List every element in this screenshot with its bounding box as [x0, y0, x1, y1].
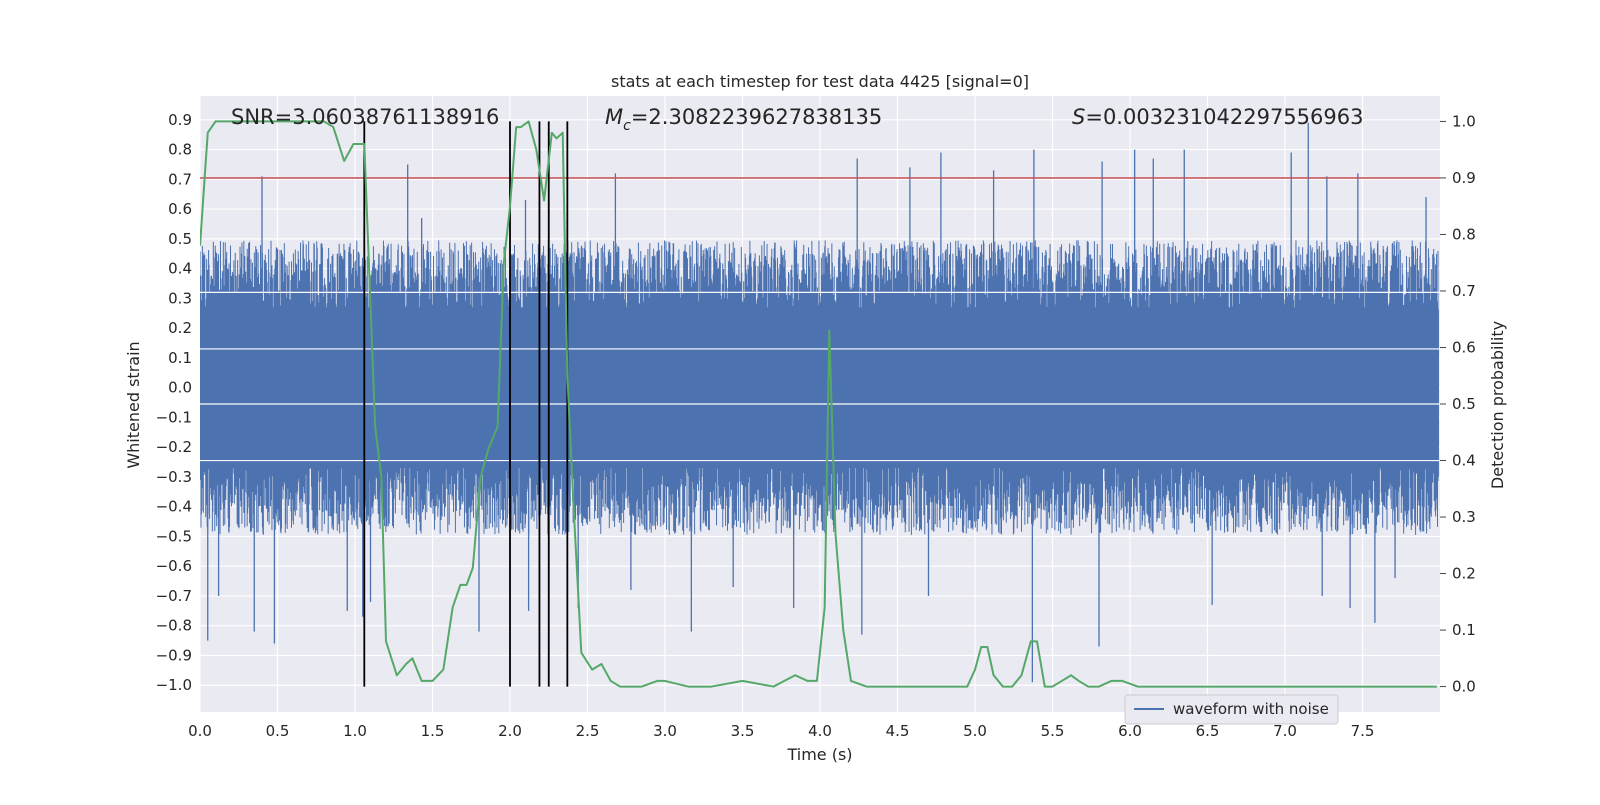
x-axis-label: Time (s)	[786, 745, 852, 764]
x-tick-label: 5.5	[1041, 722, 1065, 740]
y-right-tick-label: 0.3	[1452, 508, 1476, 526]
y-left-tick-label: 0.9	[168, 111, 192, 129]
s-annotation: S=0.003231042297556963	[1072, 105, 1363, 129]
y-right-tick-label: 0.4	[1452, 452, 1476, 470]
y-left-tick-label: 0.2	[168, 319, 192, 337]
waveform-core-band	[200, 307, 1439, 468]
x-tick-label: 0.5	[266, 722, 290, 740]
detection-probability-series	[200, 120, 1437, 688]
x-tick-label: 4.0	[808, 722, 832, 740]
y-left-tick-label: −0.4	[156, 498, 192, 516]
y-left-tick-label: 0.8	[168, 141, 192, 159]
y-left-tick-label: −0.6	[156, 557, 192, 575]
x-tick-label: 2.0	[498, 722, 522, 740]
y-left-tick-label: 0.5	[168, 230, 192, 248]
legend: waveform with noise	[1124, 694, 1339, 725]
y-right-tick-label: 0.5	[1452, 395, 1476, 413]
chart-title: stats at each timestep for test data 442…	[611, 72, 1029, 91]
x-tick-label: 2.5	[576, 722, 600, 740]
y-right-tick-label: 0.0	[1452, 678, 1476, 696]
y-left-tick-label: 0.4	[168, 260, 192, 278]
y-right-tick-label: 0.9	[1452, 169, 1476, 187]
y-right-tick-label: 0.7	[1452, 282, 1476, 300]
y-right-tick-label: 0.8	[1452, 225, 1476, 243]
y-left-tick-label: 0.3	[168, 289, 192, 307]
y-right-axis-ticks: 1.0 0.9 0.8 0.7 0.6 0.5 0.4 0.3 0.2 0.1 0.0	[1440, 112, 1476, 696]
x-tick-label: 3.0	[653, 722, 677, 740]
y-right-axis-label: Detection probability	[1488, 321, 1507, 489]
y-left-tick-label: −0.5	[156, 527, 192, 545]
x-tick-label: 0.0	[188, 722, 212, 740]
chirp-mass-value: =2.3082239627838135	[631, 105, 882, 129]
y-left-axis-label: Whitened strain	[124, 341, 143, 468]
chirp-mass-subscript: c	[623, 118, 631, 134]
y-left-tick-label: −0.9	[156, 646, 192, 664]
trigger-lines	[363, 121, 569, 687]
x-tick-label: 7.5	[1351, 722, 1375, 740]
snr-annotation: SNR=3.06038761138916	[231, 105, 499, 129]
y-left-tick-label: 0.1	[168, 349, 192, 367]
x-tick-label: 6.5	[1196, 722, 1220, 740]
y-right-tick-label: 0.1	[1452, 621, 1476, 639]
legend-box	[1124, 694, 1339, 725]
y-right-tick-label: 0.6	[1452, 338, 1476, 356]
s-value: =0.003231042297556963	[1085, 105, 1363, 129]
y-left-axis-ticks: 0.9 0.8 0.7 0.6 0.5 0.4 0.3 0.2 0.1 0.0 −0.1 −0.2 −0…	[156, 111, 192, 694]
x-axis-ticks: 0.0 0.5 1.0 1.5 2.0 2.5 3.0 3.5 4.0 4.5 5.0 5.5 6.0 6…	[188, 722, 1374, 740]
x-tick-label: 5.0	[963, 722, 987, 740]
y-right-tick-label: 1.0	[1452, 112, 1476, 130]
y-left-tick-label: −0.7	[156, 587, 192, 605]
x-tick-label: 7.0	[1273, 722, 1297, 740]
y-left-tick-label: −0.8	[156, 617, 192, 635]
chirp-mass-annotation: Mc=2.3082239627838135	[605, 105, 882, 134]
x-tick-label: 3.5	[731, 722, 755, 740]
x-tick-label: 4.5	[886, 722, 910, 740]
detection-probability-line	[200, 120, 1437, 688]
y-left-tick-label: 0.7	[168, 170, 192, 188]
y-left-tick-label: −0.3	[156, 468, 192, 486]
y-left-tick-label: −0.2	[156, 438, 192, 456]
chirp-mass-symbol: M	[605, 105, 623, 129]
y-left-tick-label: −0.1	[156, 408, 192, 426]
waveform-series	[200, 122, 1440, 683]
y-left-tick-label: 0.0	[168, 379, 192, 397]
legend-entry-waveform: waveform with noise	[1173, 700, 1329, 718]
s-symbol: S	[1072, 105, 1085, 129]
x-tick-label: 1.5	[421, 722, 445, 740]
x-tick-label: 1.0	[343, 722, 367, 740]
y-left-tick-label: −1.0	[156, 676, 192, 694]
x-tick-label: 6.0	[1118, 722, 1142, 740]
y-left-tick-label: 0.6	[168, 200, 192, 218]
y-right-tick-label: 0.2	[1452, 565, 1476, 583]
